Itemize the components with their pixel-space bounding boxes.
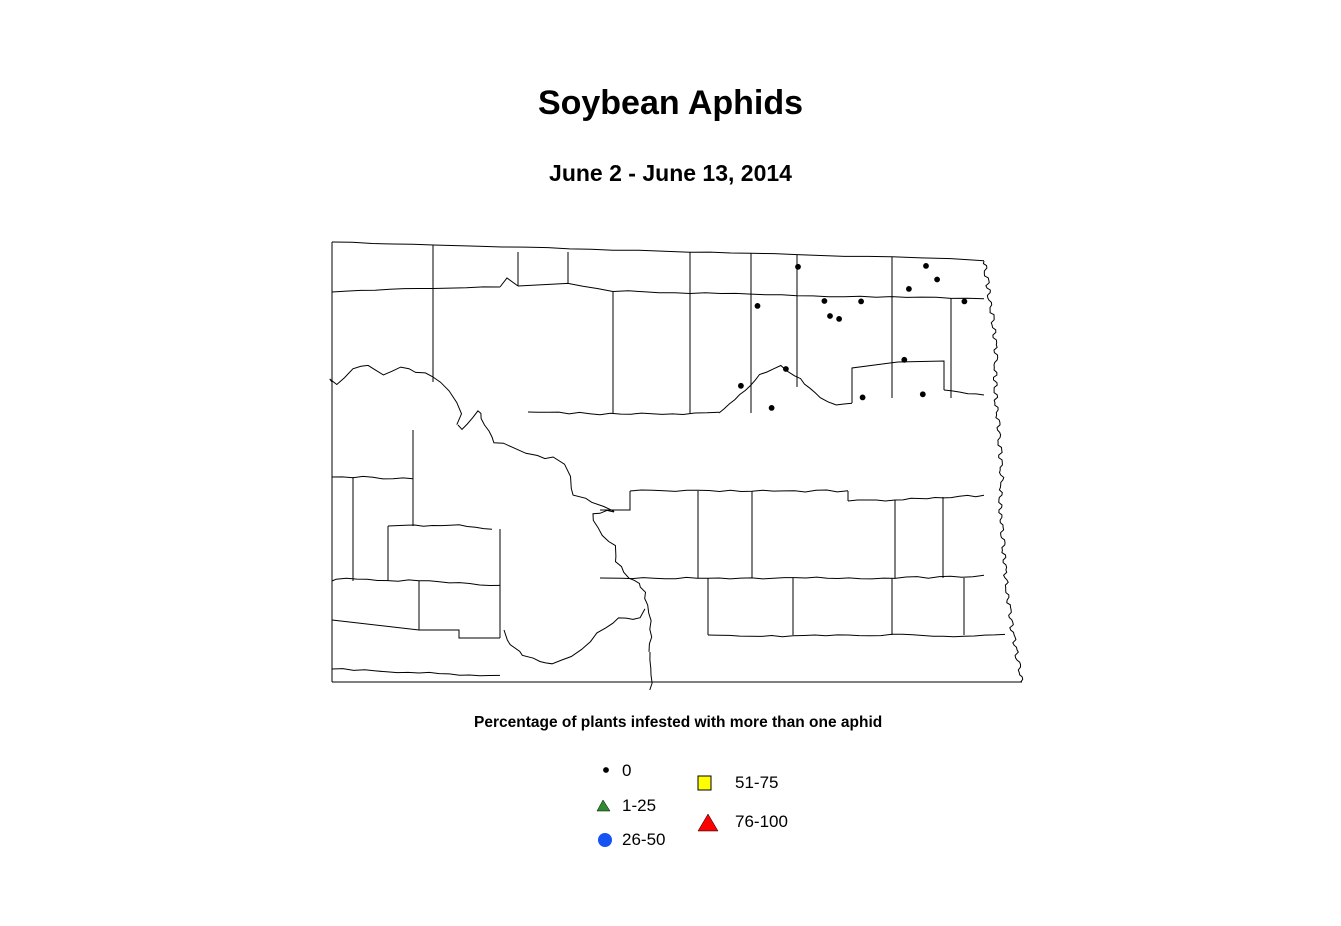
svg-text:1-25: 1-25 — [622, 796, 656, 815]
svg-text:76-100: 76-100 — [735, 812, 788, 831]
svg-text:26-50: 26-50 — [622, 830, 665, 849]
svg-text:Percentage of plants infested: Percentage of plants infested with more … — [474, 714, 882, 731]
svg-text:0: 0 — [622, 761, 631, 780]
svg-text:51-75: 51-75 — [735, 773, 778, 792]
